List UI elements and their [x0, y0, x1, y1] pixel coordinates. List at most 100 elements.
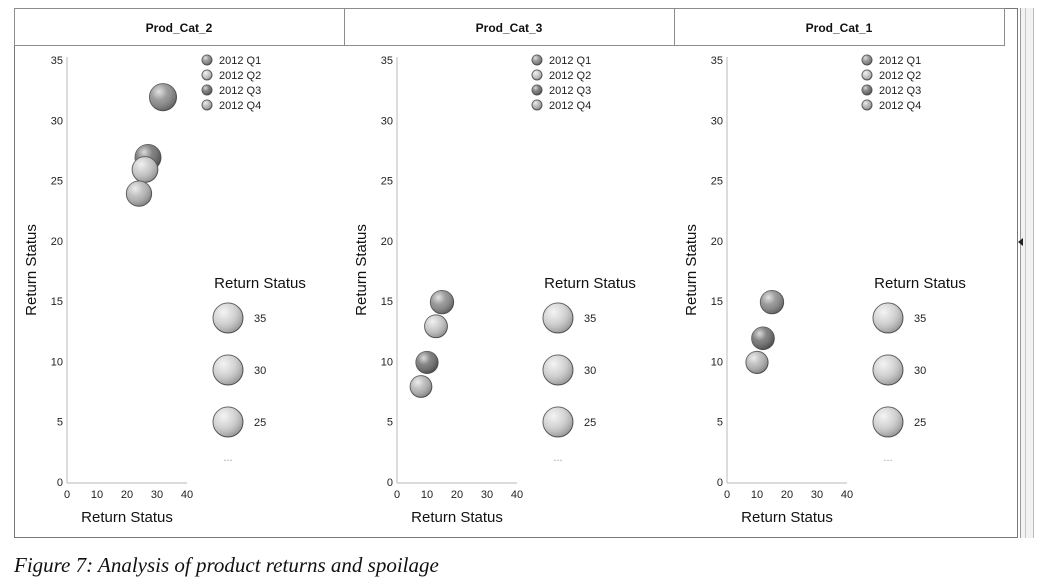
legend-swatch-icon: [201, 69, 213, 81]
x-tick-label: 0: [64, 489, 70, 501]
y-tick-label: 5: [57, 417, 63, 429]
y-tick-label: 20: [711, 236, 723, 248]
data-point-2012-q1: [429, 289, 455, 315]
size-legend-bubble: [872, 406, 904, 438]
data-point-2012-q3: [751, 326, 775, 351]
figure-caption: Figure 7: Analysis of product returns an…: [14, 553, 439, 577]
legend-label: 2012 Q1: [879, 55, 921, 67]
x-tick-label: 40: [181, 489, 193, 501]
size-legend-more: ...: [553, 452, 562, 464]
legend-label: 2012 Q4: [549, 100, 591, 112]
x-tick-label: 20: [451, 489, 463, 501]
legend-label: 2012 Q1: [219, 55, 261, 67]
y-tick-label: 10: [711, 356, 723, 368]
size-legend-value: 25: [584, 417, 596, 429]
legend-swatch-icon: [861, 99, 873, 111]
y-tick-label: 30: [381, 115, 393, 127]
legend-label: 2012 Q4: [879, 100, 921, 112]
size-legend-bubble: [212, 302, 244, 334]
x-axis-label: Return Status: [411, 509, 503, 526]
panel-title: Prod_Cat_1: [806, 21, 873, 35]
data-point-2012-q2: [131, 156, 159, 183]
x-tick-label: 0: [724, 489, 730, 501]
size-legend-value: 30: [914, 365, 926, 377]
size-legend-bubble: [542, 302, 574, 334]
legend-swatch-icon: [201, 99, 213, 111]
legend-label: 2012 Q3: [219, 85, 261, 97]
y-tick-label: 10: [381, 356, 393, 368]
y-tick-label: 10: [51, 356, 63, 368]
legend-label: 2012 Q2: [879, 70, 921, 82]
size-legend-bubble: [212, 354, 244, 386]
collapse-arrow-icon[interactable]: [1018, 238, 1023, 246]
size-legend-bubble: [872, 302, 904, 334]
x-tick-label: 0: [394, 489, 400, 501]
y-tick-label: 35: [381, 55, 393, 67]
legend-swatch-icon: [531, 69, 543, 81]
x-axis-label: Return Status: [741, 509, 833, 526]
y-axis-label: Return Status: [353, 224, 370, 316]
size-legend-value: 35: [254, 313, 266, 325]
size-legend-value: 25: [254, 417, 266, 429]
legend-label: 2012 Q3: [879, 85, 921, 97]
x-axis-label: Return Status: [81, 509, 173, 526]
y-tick-label: 30: [711, 115, 723, 127]
data-point-2012-q1: [759, 289, 785, 315]
y-tick-label: 25: [711, 176, 723, 188]
size-legend-title: Return Status: [214, 275, 306, 292]
size-legend-bubble: [872, 354, 904, 386]
chart-panel-1: Prod_Cat_2 0 5 10 15 20 25 30 35 0 10 20 30 40 Return …: [14, 8, 345, 526]
y-axis-label: Return Status: [683, 224, 700, 316]
y-tick-label: 15: [51, 296, 63, 308]
size-legend-value: 35: [914, 313, 926, 325]
legend-swatch-icon: [201, 84, 213, 96]
size-legend-bubble: [212, 406, 244, 438]
x-tick-label: 10: [751, 489, 763, 501]
legend-label: 2012 Q2: [549, 70, 591, 82]
panel-header: [14, 8, 345, 46]
y-tick-label: 25: [51, 176, 63, 188]
chart-frame: [14, 8, 1018, 538]
legend-label: 2012 Q3: [549, 85, 591, 97]
y-tick-label: 0: [57, 477, 63, 489]
size-legend-value: 25: [914, 417, 926, 429]
x-tick-label: 10: [91, 489, 103, 501]
y-tick-label: 20: [51, 236, 63, 248]
x-tick-label: 20: [781, 489, 793, 501]
panel-title: Prod_Cat_2: [146, 21, 213, 35]
y-tick-label: 0: [717, 477, 723, 489]
data-point-2012-q3: [415, 350, 439, 375]
legend-label: 2012 Q1: [549, 55, 591, 67]
x-tick-label: 40: [511, 489, 523, 501]
vertical-scrollbar[interactable]: [1020, 8, 1034, 538]
size-legend-value: 35: [584, 313, 596, 325]
y-tick-label: 15: [381, 296, 393, 308]
legend-label: 2012 Q2: [219, 70, 261, 82]
data-point-2012-q2: [424, 314, 448, 339]
y-tick-label: 5: [717, 417, 723, 429]
size-legend-bubble: [542, 354, 574, 386]
size-legend-more: ...: [883, 452, 892, 464]
data-point-2012-q4: [409, 375, 433, 398]
y-tick-label: 35: [711, 55, 723, 67]
y-tick-label: 30: [51, 115, 63, 127]
x-tick-label: 30: [811, 489, 823, 501]
size-legend-title: Return Status: [544, 275, 636, 292]
legend-swatch-icon: [201, 54, 213, 66]
data-point-2012-q1: [148, 83, 178, 112]
chart-panel-3: Prod_Cat_1 0 5 10 15 20 25 30 35 0 10 20 30 40 Return …: [674, 8, 1005, 526]
size-legend-value: 30: [254, 365, 266, 377]
legend-swatch-icon: [531, 54, 543, 66]
panel-title: Prod_Cat_3: [476, 21, 543, 35]
panel-header: [674, 8, 1005, 46]
chart-panel-2: Prod_Cat_3 0 5 10 15 20 25 30 35 0 10 20 30 40 Return …: [344, 8, 675, 526]
data-point-2012-q4: [125, 180, 153, 207]
y-tick-label: 5: [387, 417, 393, 429]
legend-swatch-icon: [861, 54, 873, 66]
data-point-2012-q4: [745, 350, 769, 375]
x-tick-label: 30: [151, 489, 163, 501]
size-legend-title: Return Status: [874, 275, 966, 292]
legend-swatch-icon: [531, 99, 543, 111]
y-tick-label: 15: [711, 296, 723, 308]
